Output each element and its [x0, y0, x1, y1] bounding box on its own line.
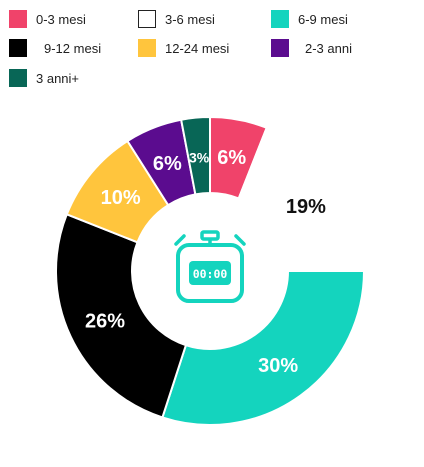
legend-label: 2-3 anni	[305, 40, 352, 56]
legend-swatch	[9, 39, 27, 57]
donut-slices	[55, 115, 366, 426]
stopwatch-icon: 00:00	[174, 230, 246, 303]
slice-label: 19%	[286, 196, 326, 218]
legend-label: 9-12 mesi	[44, 40, 102, 56]
legend-item-6-9-mesi[interactable]: 6-9 mesi	[271, 9, 348, 29]
slice-label: 6%	[153, 153, 182, 175]
legend-item-12-24-mesi[interactable]: 12-24 mesi	[138, 38, 229, 58]
legend-label: 3-6 mesi	[165, 11, 215, 27]
slice-label: 6%	[217, 147, 246, 169]
slice-label: 26%	[85, 310, 125, 332]
legend-swatch	[138, 10, 156, 28]
legend-swatch	[138, 39, 156, 57]
legend-label: 0-3 mesi	[36, 11, 86, 27]
legend-swatch	[9, 69, 27, 87]
legend-item-0-3-mesi[interactable]: 0-3 mesi	[9, 9, 86, 29]
legend-swatch	[271, 39, 289, 57]
legend-item-3-anni-plus[interactable]: 3 anni+	[9, 68, 79, 88]
slice-label: 3%	[189, 150, 210, 166]
legend: 0-3 mesi 3-6 mesi 6-9 mesi 9-12 mesi 12-…	[0, 0, 424, 96]
legend-swatch	[9, 10, 27, 28]
slice-label: 10%	[101, 187, 141, 209]
legend-label: 12-24 mesi	[165, 40, 230, 56]
legend-item-9-12-mesi[interactable]: 9-12 mesi	[9, 38, 101, 58]
legend-label: 6-9 mesi	[298, 11, 348, 27]
legend-swatch	[271, 10, 289, 28]
slice-label: 30%	[258, 355, 298, 377]
stopwatch-time: 00:00	[193, 267, 228, 281]
donut-chart: 6% 19% 30% 26% 10% 6% 3% 00:00	[55, 115, 366, 426]
legend-item-3-6-mesi[interactable]: 3-6 mesi	[138, 9, 215, 29]
donut-labels: 6% 19% 30% 26% 10% 6% 3%	[85, 147, 326, 377]
legend-item-2-3-anni[interactable]: 2-3 anni	[271, 38, 352, 58]
legend-label: 3 anni+	[36, 70, 80, 86]
